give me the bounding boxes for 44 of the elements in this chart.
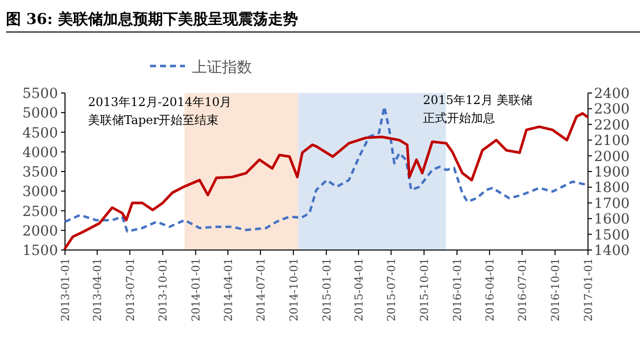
x-tick-label: 2014-07-01	[254, 258, 268, 322]
y-tick-label: 5500	[22, 86, 58, 102]
y-tick-label: 2500	[22, 204, 58, 220]
x-tick-label: 2015-04-01	[352, 258, 366, 322]
chart-title: 图 36: 美联储加息预期下美股呈现震荡走势	[6, 10, 298, 28]
x-tick-label: 2013-01-01	[59, 258, 72, 322]
y2-tick-label: 1500	[594, 227, 630, 244]
annotation: 正式开始加息	[423, 111, 495, 125]
y2-tick-label: 1700	[594, 196, 630, 212]
y-tick-label: 5000	[22, 106, 58, 122]
y2-tick-label: 1900	[594, 164, 630, 180]
y2-tick-label: 1600	[594, 212, 630, 228]
x-tick-label: 2014-10-01	[287, 258, 300, 322]
x-tick-label: 2016-01-01	[450, 258, 464, 322]
y-tick-label: 4000	[22, 144, 58, 161]
y2-tick-label: 2400	[594, 86, 630, 102]
y2-tick-label: 2200	[594, 117, 630, 134]
x-tick-label: 2015-07-01	[385, 258, 398, 322]
y-tick-label: 2000	[22, 223, 58, 240]
y2-tick-label: 1400	[594, 243, 630, 259]
x-tick-label: 2016-07-01	[516, 258, 530, 322]
x-tick-label: 2017-01-01	[582, 258, 595, 322]
annotation: 2013年12月-2014年10月	[88, 95, 232, 109]
y2-tick-label: 2000	[594, 148, 630, 165]
x-tick-label: 2016-04-01	[484, 258, 497, 322]
x-tick-label: 2013-10-01	[156, 258, 170, 322]
y-tick-label: 1500	[22, 243, 58, 259]
y-tick-label: 3000	[22, 184, 58, 200]
y2-tick-label: 2100	[594, 133, 630, 150]
y-tick-label: 3500	[22, 164, 58, 180]
y2-tick-label: 1800	[594, 180, 630, 196]
x-tick-label: 2013-04-01	[91, 258, 104, 322]
x-tick-label: 2016-10-01	[549, 258, 562, 322]
x-tick-label: 2014-01-01	[190, 258, 203, 322]
annotation: 美联储Taper开始至结束	[88, 113, 219, 127]
x-tick-label: 2014-04-01	[222, 258, 235, 322]
x-tick-label: 2013-07-01	[124, 258, 137, 322]
x-tick-label: 2015-01-01	[320, 258, 334, 322]
legend-item: 上证指数	[150, 58, 252, 76]
annotation: 2015年12月 美联储	[423, 93, 533, 107]
y-tick-label: 4500	[22, 125, 58, 142]
y2-tick-label: 2300	[594, 102, 630, 118]
x-tick-label: 2015-10-01	[418, 258, 432, 322]
legend-label: 上证指数	[192, 58, 252, 76]
